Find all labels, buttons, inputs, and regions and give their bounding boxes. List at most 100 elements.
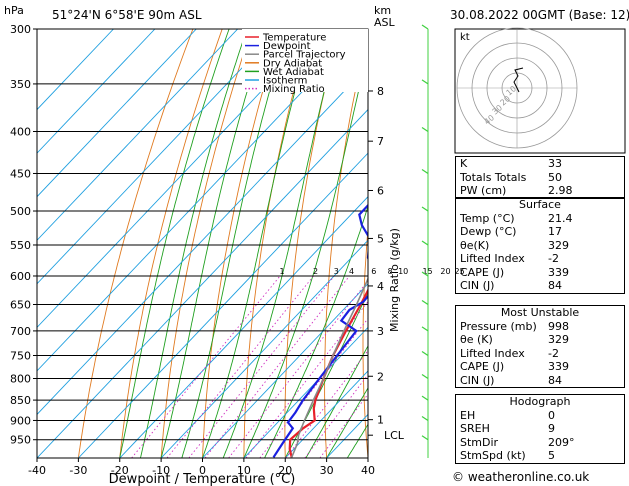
wind-barb	[421, 395, 429, 401]
y-tick-label: 900	[10, 414, 31, 427]
mixing-ratio-label: 25	[455, 267, 465, 276]
row-value: 21.4	[548, 211, 573, 225]
x-tick-label: -20	[111, 464, 129, 477]
km-tick-label: 5	[377, 232, 384, 245]
row-value: 84	[548, 279, 562, 292]
table-row: EH 0	[456, 409, 624, 423]
row-value: -2	[548, 252, 559, 265]
row-label: CAPE (J)	[460, 360, 505, 373]
table-row: StmDir 209°	[456, 436, 624, 450]
row-label: PW (cm)	[460, 184, 507, 197]
isotherm	[37, 108, 368, 458]
row-value: -2	[548, 346, 559, 360]
km-tick-label: 1	[377, 414, 384, 427]
wet-adiabat	[305, 345, 368, 458]
isotherm	[37, 29, 363, 372]
series-parcel-trajectory	[290, 276, 368, 458]
row-value: 329	[548, 333, 569, 346]
x-tick-label: 30	[320, 464, 334, 477]
km-tick-label: 3	[377, 325, 384, 338]
isotherm	[243, 326, 368, 458]
credit-text: © weatheronline.co.uk	[452, 470, 590, 484]
mixing-ratio-label: 3	[334, 267, 339, 276]
dry-adiabat	[436, 29, 457, 458]
y-tick-label: 400	[10, 126, 31, 139]
hodograph-trace	[513, 67, 524, 93]
legend-entry: Isotherm	[263, 76, 307, 87]
x-tick-label: 40	[361, 464, 375, 477]
isotherm	[160, 239, 368, 458]
km-unit-label: km	[374, 4, 391, 17]
y-tick-label: 300	[10, 23, 31, 36]
table-row: Temp (°C) 21.4	[456, 212, 624, 226]
y-tick-label: 550	[10, 239, 31, 252]
table-row: Dewp (°C) 17	[456, 225, 624, 239]
isotherm	[37, 29, 197, 198]
mixing-ratio-label: 1	[279, 267, 284, 276]
y-tick-label: 950	[10, 434, 31, 447]
y-tick-label: 650	[10, 299, 31, 312]
km-tick-label: 6	[377, 184, 384, 197]
row-value: 9	[548, 422, 555, 435]
table-row: CIN (J) 84	[456, 374, 624, 388]
hpa-unit-label: hPa	[4, 4, 24, 17]
legend-entry: Mixing Ratio	[263, 84, 325, 95]
wind-barb	[421, 300, 429, 306]
legend-entry: Wet Adiabat	[263, 67, 324, 78]
indices-table: K 33 Totals Totals 50 PW (cm) 2.98	[455, 156, 625, 199]
mixing-ratio-label: 10	[398, 267, 408, 276]
wind-barb	[421, 350, 429, 356]
table-row: SREH 9	[456, 422, 624, 436]
y-tick-label: 500	[10, 205, 31, 218]
x-tick-label: 10	[237, 464, 251, 477]
row-label: Temp (°C)	[460, 211, 515, 225]
asl-unit-label: ASL	[374, 16, 396, 29]
y-tick-label: 850	[10, 394, 31, 407]
y-tick-label: 450	[10, 167, 31, 180]
wind-barb	[421, 271, 429, 277]
km-tick-label: 4	[377, 280, 384, 293]
km-tick-label: 7	[377, 135, 384, 148]
wet-adiabat	[326, 387, 368, 458]
row-label: StmSpd (kt)	[460, 449, 526, 462]
dry-adiabat	[400, 29, 427, 458]
mixing-ratio-axis-label: Mixing Ratio (g/kg)	[388, 228, 401, 332]
row-value: 329	[548, 238, 569, 252]
y-tick-label: 800	[10, 372, 31, 385]
location-label: 51°24'N 6°58'E 90m ASL	[52, 8, 202, 22]
row-label: Totals Totals	[460, 170, 527, 184]
row-label: CIN (J)	[460, 279, 495, 292]
isotherm	[37, 29, 321, 329]
x-tick-label: 20	[278, 464, 292, 477]
mixing-ratio-line	[131, 275, 281, 458]
isotherm	[202, 283, 368, 458]
isotherm	[78, 152, 368, 458]
most-unstable-table: Most Unstable Pressure (mb) 998 θe (K) 329 Li…	[455, 305, 625, 388]
row-label: Dewp (°C)	[460, 225, 517, 238]
km-tick-label: 2	[377, 370, 384, 383]
mixing-ratio-label: 8	[388, 267, 393, 276]
row-value: 0	[548, 408, 555, 422]
table-row: θe (K) 329	[456, 333, 624, 347]
table-row: CAPE (J) 339	[456, 266, 624, 280]
mixing-ratio-line	[166, 275, 314, 458]
wind-barb	[421, 168, 429, 174]
isotherm	[37, 29, 156, 154]
hodograph-table: Hodograph EH 0 SREH 9 StmDir 209° StmSpd (kt) 5	[455, 394, 625, 464]
legend-bg	[242, 29, 368, 92]
isotherm	[37, 29, 239, 241]
row-value: 209°	[548, 435, 575, 449]
row-label: CIN (J)	[460, 373, 495, 387]
mixing-ratio-label: 2	[313, 267, 318, 276]
y-tick-label: 350	[10, 78, 31, 91]
hodograph-frame	[454, 28, 626, 154]
table-row: θe(K) 329	[456, 239, 624, 253]
mixing-ratio-label: 4	[349, 267, 354, 276]
table-row: CIN (J) 84	[456, 279, 624, 293]
row-value: 84	[548, 373, 562, 387]
table-title: Surface	[519, 198, 561, 211]
date-label: 30.08.2022 00GMT (Base: 12)	[450, 8, 629, 22]
x-tick-label: -40	[28, 464, 46, 477]
